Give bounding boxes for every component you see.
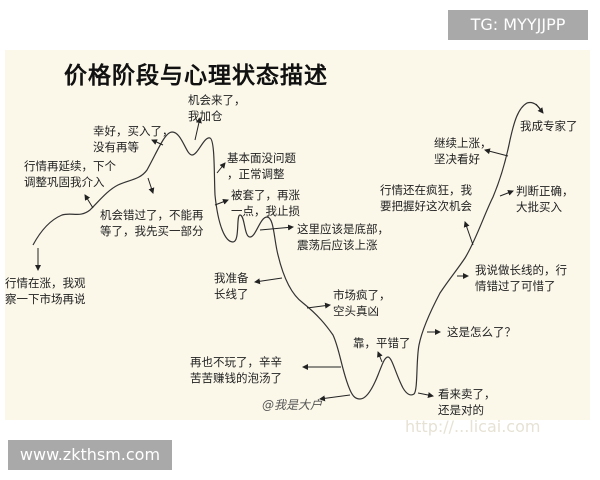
note-expert: 我成专家了 [520,119,578,133]
note-normal-adjust: 基本面没问题 ，正常调整 [227,151,296,181]
annotation-arrows [35,103,544,402]
note-keep-bullish: 继续上涨， 坚决看好 [434,136,492,166]
note-missed-long: 我说做长线的，行 情错过了可惜了 [475,263,567,293]
note-market-crazy: 市场疯了， 空头真凶 [333,288,391,318]
note-give-up: 再也不玩了，辛辛 苦苦赚钱的泡汤了 [190,355,282,385]
watermark: http://...licai.com [405,417,541,436]
diagram-panel [5,50,590,420]
diagram-title: 价格阶段与心理状态描述 [64,62,328,89]
note-add-position: 机会来了， 我加仓 [188,93,246,123]
price-curve [32,101,543,400]
note-wait-correction: 行情再延续，下个 调整巩固我介入 [24,159,116,189]
site-badge: www.zkthsm.com [8,440,172,470]
note-missed-buy-part: 机会错过了，不能再 等了，我先买一部分 [100,208,204,238]
tg-badge: TG: MYYJJPP [448,10,588,40]
note-closed-wrong: 靠，平错了 [353,336,411,350]
note-bottom: 这里应该是底部， 震荡后应该上涨 [297,222,389,252]
note-long-term: 我准备 长线了 [214,271,249,301]
note-lucky-bought: 幸好，买入了， 没有再等 [93,124,174,154]
note-sold-right: 看来卖了， 还是对的 [438,387,496,417]
note-buy-big: 判断正确， 大批买入 [516,184,574,214]
note-stop-loss: 被套了，再涨 一点，我止损 [231,188,300,218]
note-what-happened: 这是怎么了？ [447,325,516,339]
note-observe: 行情在涨，我观 察一下市场再说 [5,276,86,306]
watermark-signature: @我是大户 [262,398,323,412]
note-seize-chance: 行情还在疯狂，我 要把握好这次机会 [380,183,472,213]
